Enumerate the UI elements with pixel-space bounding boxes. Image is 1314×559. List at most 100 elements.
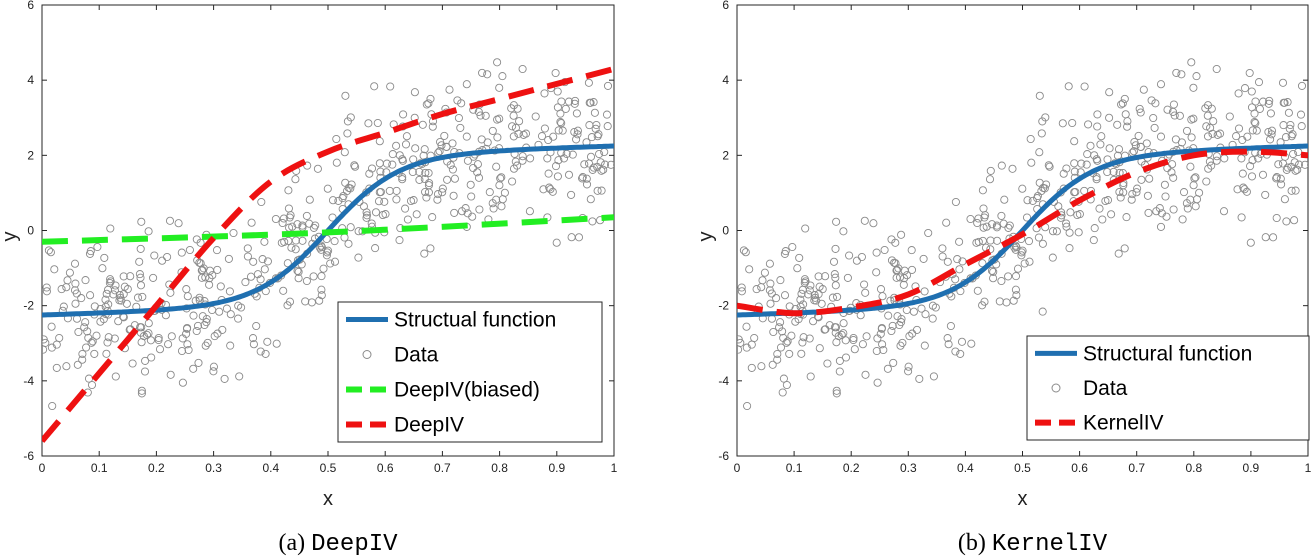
data-point <box>1247 87 1256 96</box>
legend-marker-data <box>362 350 372 359</box>
data-point <box>298 236 307 245</box>
data-point <box>174 219 183 228</box>
x-tick-label: 0.9 <box>1243 461 1260 475</box>
data-point <box>917 304 926 313</box>
data-point <box>1287 162 1296 171</box>
data-point <box>531 112 540 121</box>
data-point <box>210 332 219 341</box>
data-point <box>365 169 374 178</box>
data-point <box>1246 238 1255 247</box>
data-point <box>509 111 518 120</box>
data-point <box>420 249 429 258</box>
data-point <box>1286 120 1295 130</box>
data-point <box>340 148 349 157</box>
data-point <box>943 257 952 266</box>
data-point <box>317 272 326 281</box>
y-tick-label: -6 <box>23 449 34 463</box>
data-point <box>953 255 962 264</box>
data-point <box>1052 227 1061 236</box>
data-point <box>737 335 743 344</box>
data-point <box>737 287 746 296</box>
data-point <box>924 228 933 238</box>
data-point <box>564 170 574 179</box>
data-point <box>841 353 851 362</box>
data-point <box>42 335 48 344</box>
data-point <box>317 285 326 294</box>
data-point <box>1143 191 1152 200</box>
data-point <box>804 290 813 299</box>
data-point <box>178 334 187 343</box>
data-point <box>1041 113 1050 122</box>
legend-label: DeepIV(biased) <box>394 379 540 402</box>
data-point <box>481 111 490 120</box>
data-point <box>495 114 504 123</box>
data-point <box>497 173 506 182</box>
data-point <box>769 327 778 337</box>
data-point <box>1005 221 1014 230</box>
data-point <box>449 191 458 200</box>
data-point <box>758 276 767 285</box>
data-point <box>135 257 144 266</box>
data-point <box>602 110 612 119</box>
data-point <box>902 305 911 315</box>
data-point <box>1266 109 1275 118</box>
data-point <box>410 88 419 97</box>
data-point <box>284 186 293 195</box>
data-point <box>1251 97 1260 106</box>
data-point <box>537 132 547 141</box>
data-point <box>446 160 455 170</box>
legend-label: Data <box>394 344 439 367</box>
data-point <box>1284 108 1293 117</box>
data-point <box>421 168 430 177</box>
data-point <box>887 326 896 336</box>
data-point <box>1187 58 1196 67</box>
data-point <box>346 223 355 232</box>
data-point <box>412 210 421 219</box>
data-point <box>1250 117 1259 127</box>
data-point <box>1251 119 1260 128</box>
data-point <box>189 311 198 320</box>
data-point <box>194 358 203 367</box>
data-point <box>1136 142 1145 151</box>
data-point <box>467 192 476 201</box>
data-point <box>241 278 250 287</box>
data-point <box>557 119 566 128</box>
data-point <box>492 162 501 171</box>
data-point <box>370 82 379 91</box>
data-point <box>485 188 494 197</box>
data-point <box>773 355 782 364</box>
data-point <box>861 288 870 297</box>
data-point <box>334 196 343 205</box>
data-point <box>1238 169 1247 178</box>
data-point <box>374 197 384 206</box>
data-point <box>1287 132 1296 141</box>
data-point <box>526 154 535 163</box>
data-point <box>987 220 997 229</box>
data-point <box>841 336 850 345</box>
data-point <box>1035 91 1044 100</box>
data-point <box>209 367 218 376</box>
data-point <box>1247 103 1257 112</box>
data-point <box>65 268 74 277</box>
data-point <box>852 256 861 265</box>
data-point <box>1160 180 1169 189</box>
data-point <box>473 168 482 177</box>
legend: Structural function Data KernelIV <box>1026 335 1310 441</box>
data-point <box>1092 175 1101 184</box>
data-point <box>752 285 761 294</box>
data-point <box>422 193 431 202</box>
plot-content <box>42 58 614 443</box>
data-point <box>519 130 528 139</box>
data-point <box>373 118 382 128</box>
data-point <box>899 280 908 289</box>
data-point <box>582 180 592 189</box>
data-point <box>109 290 118 299</box>
series-line-deepiv <box>42 65 614 443</box>
data-point <box>1291 186 1300 195</box>
data-point <box>1290 216 1299 225</box>
data-point <box>795 253 804 262</box>
data-point <box>879 345 888 355</box>
data-point <box>1150 123 1159 132</box>
data-point <box>249 340 258 349</box>
data-point <box>402 132 411 141</box>
